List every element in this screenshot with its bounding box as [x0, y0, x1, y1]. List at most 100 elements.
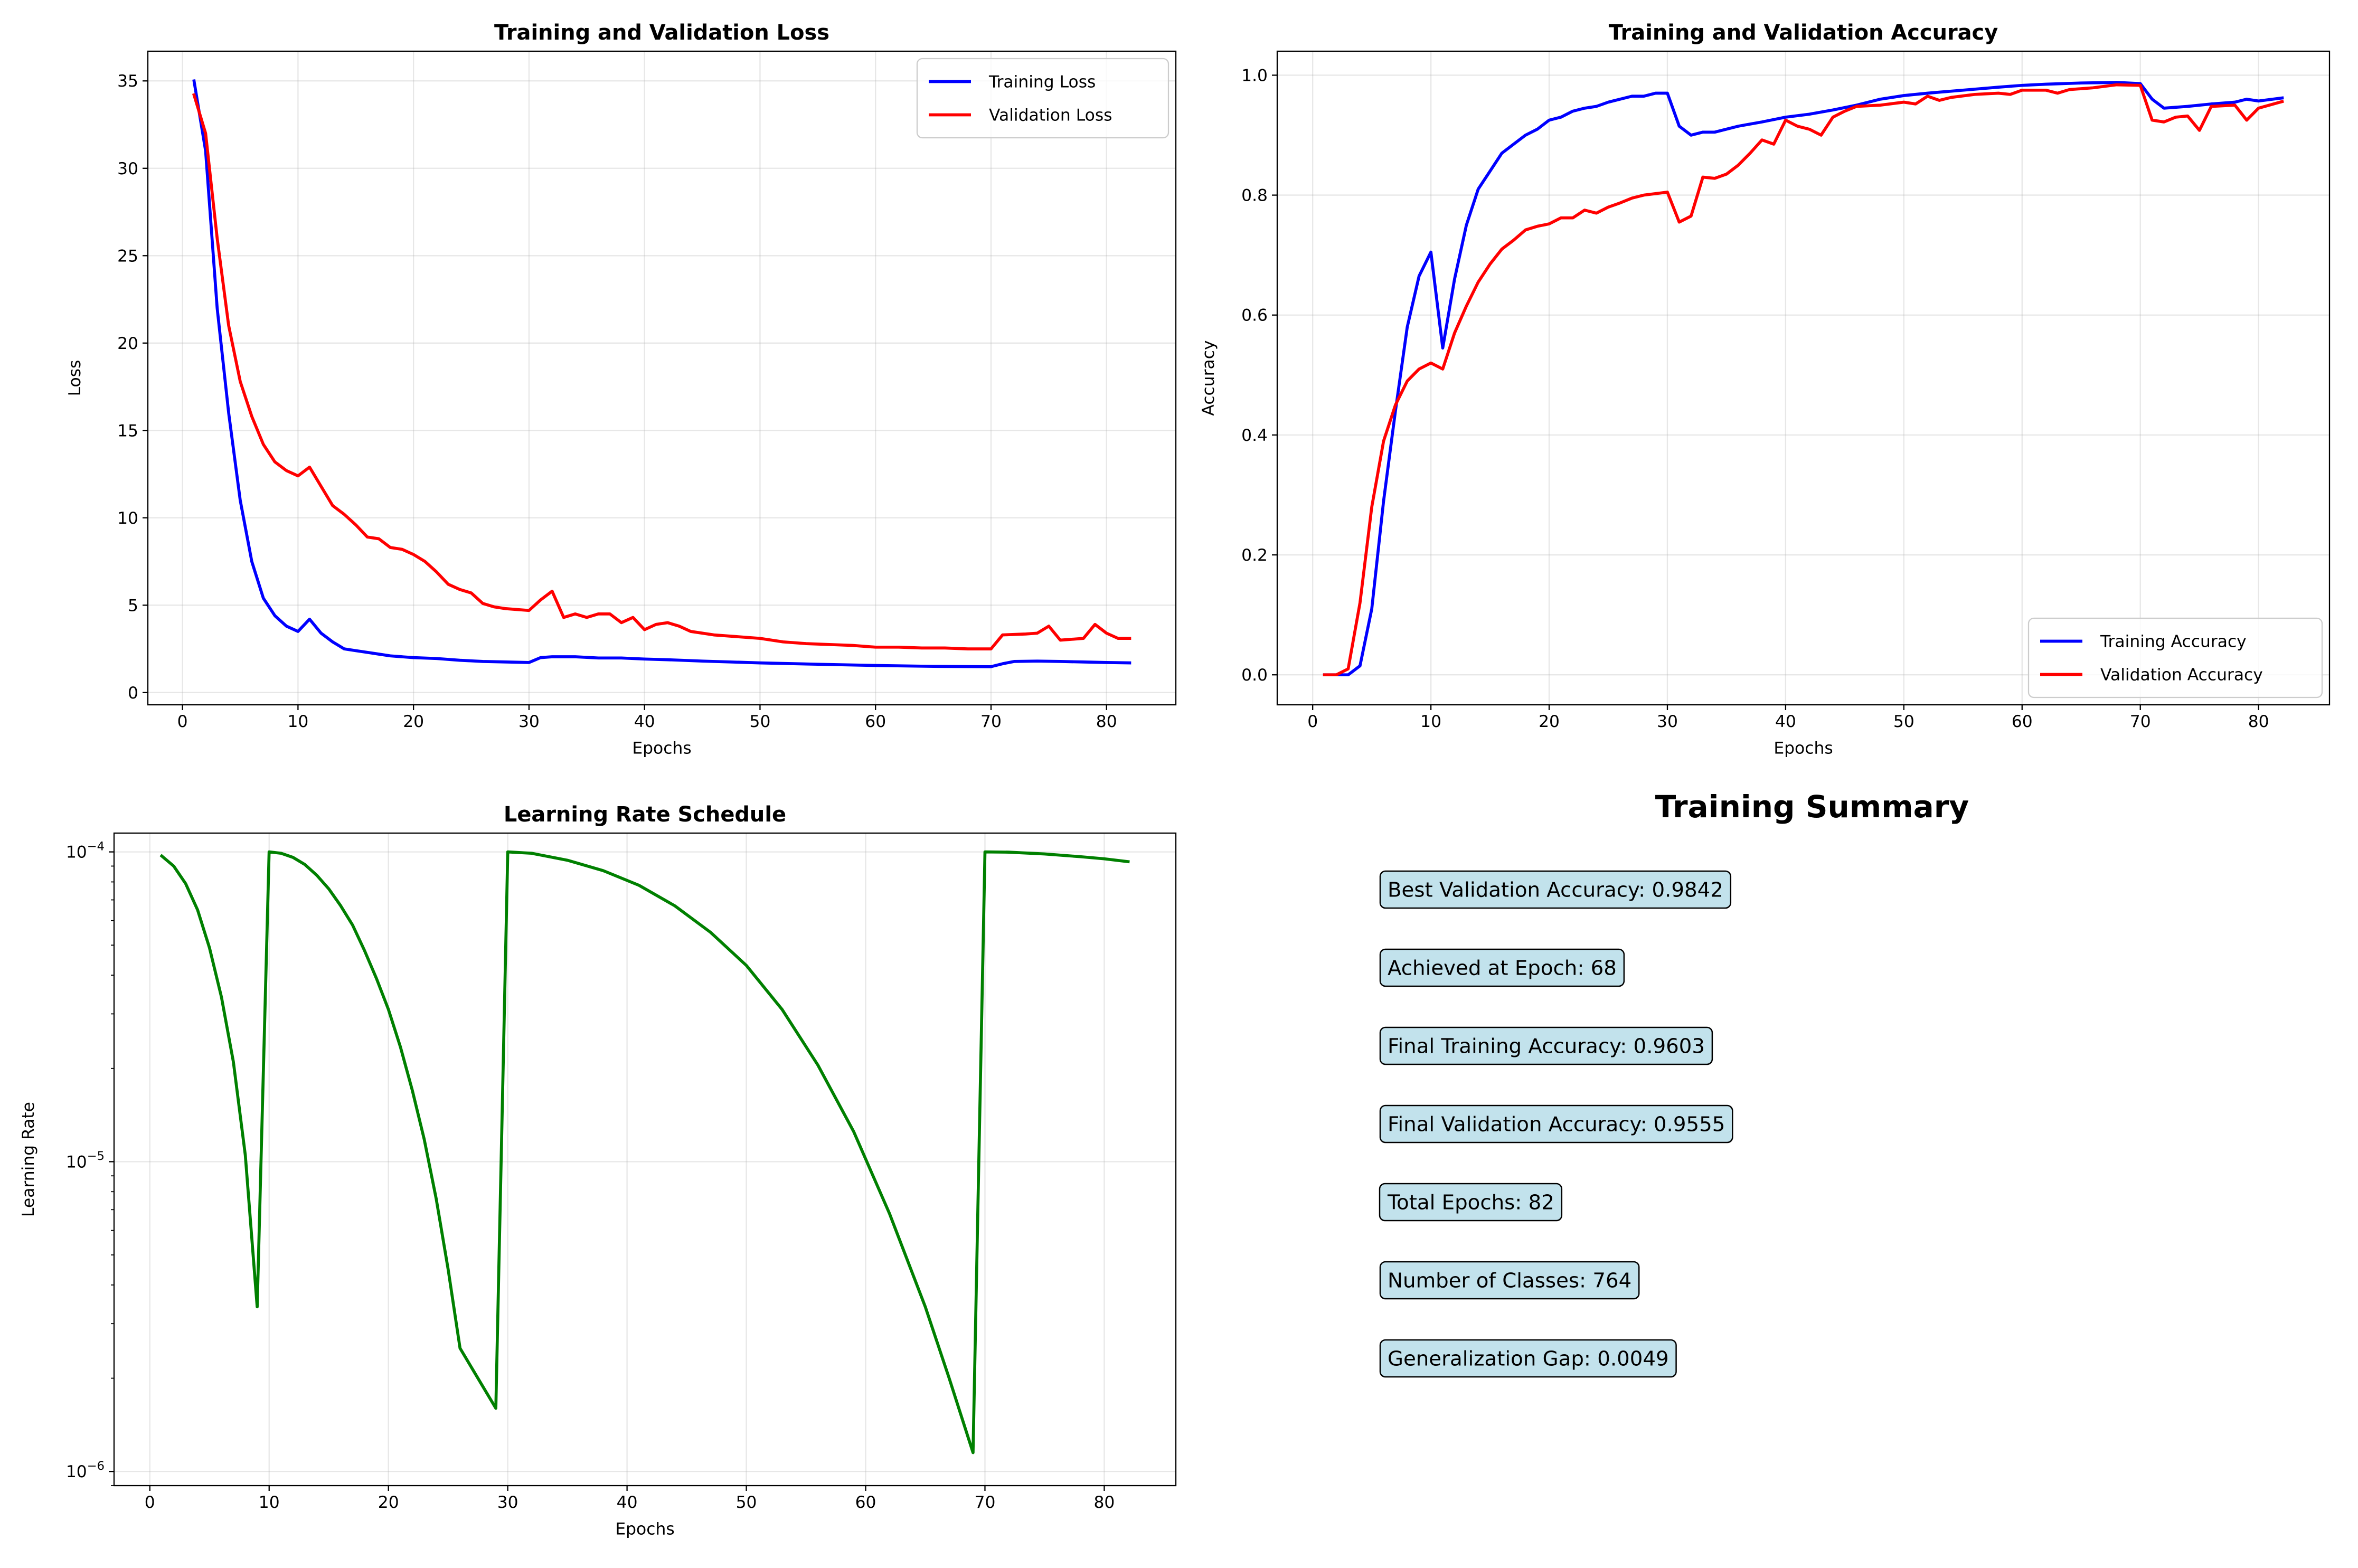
summary-item-box [1379, 1026, 1713, 1065]
y-tick-label: 0.6 [1241, 306, 1268, 325]
summary-item: Generalization Gap: 0.0049 [1379, 1339, 1677, 1378]
series-line-training-accuracy [1323, 81, 2284, 677]
legend-label: Validation Accuracy [2100, 665, 2263, 684]
x-tick-label: 30 [1657, 712, 1678, 731]
learning-rate-chart: 0 10 20 30 40 50 60 70 80 10−6 10−5 10−4 Learning Ra… [19, 802, 1177, 1538]
summary-items: Best Validation Accuracy: 0.9842 Achieved… [1379, 870, 1733, 1378]
x-tick-label: 50 [750, 712, 771, 731]
y-tick-label: 10−5 [66, 1149, 105, 1172]
summary-item: Number of Classes: 764 [1379, 1261, 1640, 1300]
y-tick-label: 0.0 [1241, 666, 1268, 685]
summary-title: Training Summary [1655, 789, 1969, 825]
y-tick-label: 1.0 [1241, 66, 1268, 85]
summary-item: Total Epochs: 82 [1379, 1183, 1563, 1222]
summary-item-text: Number of Classes: 764 [1388, 1269, 1631, 1293]
x-tick-label: 70 [2130, 712, 2151, 731]
x-tick-label: 50 [1893, 712, 1914, 731]
summary-item: Best Validation Accuracy: 0.9842 [1379, 870, 1732, 909]
x-tick-label: 40 [634, 712, 655, 731]
y-tick-label: 0.4 [1241, 426, 1268, 445]
x-axis-label: Epochs [615, 1519, 674, 1538]
y-tick-label: 30 [117, 159, 138, 178]
y-tick-label: 0.2 [1241, 546, 1268, 565]
x-tick-label: 0 [145, 1493, 155, 1512]
summary-item-box [1379, 1183, 1563, 1222]
legend: Training Accuracy Validation Accuracy [2027, 617, 2323, 698]
x-tick-label: 0 [1307, 712, 1318, 731]
x-axis-label: Epochs [1774, 739, 1833, 758]
summary-item-text: Total Epochs: 82 [1387, 1191, 1554, 1215]
x-tick-label: 60 [865, 712, 886, 731]
chart-title: Training and Validation Accuracy [1609, 21, 1998, 45]
loss-chart: 0 10 20 30 40 50 60 70 80 0 5 10 15 20 25 30 35 Training … [65, 21, 1177, 758]
series-line-training-loss [192, 79, 1131, 668]
series-group [159, 850, 1130, 1454]
series-group [1323, 81, 2284, 677]
summary-item-box [1379, 948, 1625, 987]
summary-item-text: Achieved at Epoch: 68 [1388, 957, 1617, 980]
x-tick-label: 60 [855, 1493, 876, 1512]
x-tick-label: 0 [177, 712, 188, 731]
y-axis-label: Learning Rate [19, 1102, 38, 1217]
x-tick-label: 40 [1775, 712, 1796, 731]
series-group [192, 79, 1131, 668]
x-tick-label: 30 [518, 712, 540, 731]
ticks: 0 10 20 30 40 50 60 70 80 0.0 0.2 0.4 0.6 0.8 1.0 [1241, 66, 2269, 731]
x-tick-label: 80 [1096, 712, 1117, 731]
summary-item-box [1379, 870, 1732, 909]
y-tick-label: 5 [128, 596, 138, 615]
ticks: 0 10 20 30 40 50 60 70 80 0 5 10 15 20 25 30 35 [117, 72, 1117, 731]
x-tick-label: 60 [2012, 712, 2033, 731]
x-tick-label: 50 [736, 1493, 757, 1512]
grid [148, 51, 1176, 705]
y-axis-label: Accuracy [1199, 340, 1218, 415]
x-tick-label: 70 [975, 1493, 996, 1512]
legend-label: Training Loss [988, 72, 1096, 91]
series-line-validation-loss [192, 93, 1131, 650]
chart-title: Learning Rate Schedule [504, 802, 786, 827]
grid [1277, 51, 2329, 705]
y-tick-label: 20 [117, 334, 138, 353]
x-tick-label: 70 [980, 712, 1002, 731]
x-tick-label: 20 [378, 1493, 399, 1512]
legend-box [2027, 617, 2323, 698]
summary-item-text: Final Validation Accuracy: 0.9555 [1388, 1113, 1725, 1137]
accuracy-chart: 0 10 20 30 40 50 60 70 80 0.0 0.2 0.4 0.6 0.8 1.0 Train… [1199, 21, 2331, 758]
x-tick-label: 20 [403, 712, 424, 731]
legend: Training Loss Validation Loss [916, 58, 1169, 139]
legend-box [916, 58, 1169, 139]
x-tick-label: 40 [617, 1493, 638, 1512]
y-axis-label: Loss [65, 360, 84, 396]
summary-item: Final Training Accuracy: 0.9603 [1379, 1026, 1713, 1065]
legend-label: Training Accuracy [2100, 632, 2247, 651]
series-line-learning-rate [159, 850, 1130, 1454]
y-tick-label: 10 [117, 509, 138, 528]
axes-frame [1276, 50, 2331, 706]
axes-frame [113, 832, 1177, 1487]
x-tick-label: 80 [1093, 1493, 1115, 1512]
y-tick-label: 0.8 [1241, 186, 1268, 205]
x-tick-label: 30 [497, 1493, 518, 1512]
y-tick-label: 10−4 [66, 839, 105, 862]
x-axis-label: Epochs [632, 739, 691, 758]
y-tick-label: 0 [128, 684, 138, 703]
y-tick-label: 15 [117, 421, 138, 440]
training-summary-panel: Training Summary Best Validation Accurac… [1379, 789, 1969, 1378]
summary-item-text: Best Validation Accuracy: 0.9842 [1388, 879, 1723, 902]
summary-item-box [1379, 1104, 1733, 1144]
summary-item: Achieved at Epoch: 68 [1379, 948, 1625, 987]
y-tick-label: 35 [117, 72, 138, 91]
y-tick-label: 10−6 [66, 1459, 105, 1481]
legend-label: Validation Loss [989, 106, 1112, 125]
summary-item: Final Validation Accuracy: 0.9555 [1379, 1104, 1733, 1144]
chart-title: Training and Validation Loss [494, 21, 829, 45]
summary-item-text: Generalization Gap: 0.0049 [1388, 1347, 1669, 1371]
x-tick-label: 10 [259, 1493, 280, 1512]
summary-item-box [1379, 1339, 1677, 1378]
x-tick-label: 10 [1420, 712, 1441, 731]
x-tick-label: 20 [1539, 712, 1560, 731]
x-tick-label: 80 [2248, 712, 2269, 731]
series-line-validation-accuracy [1323, 83, 2284, 677]
